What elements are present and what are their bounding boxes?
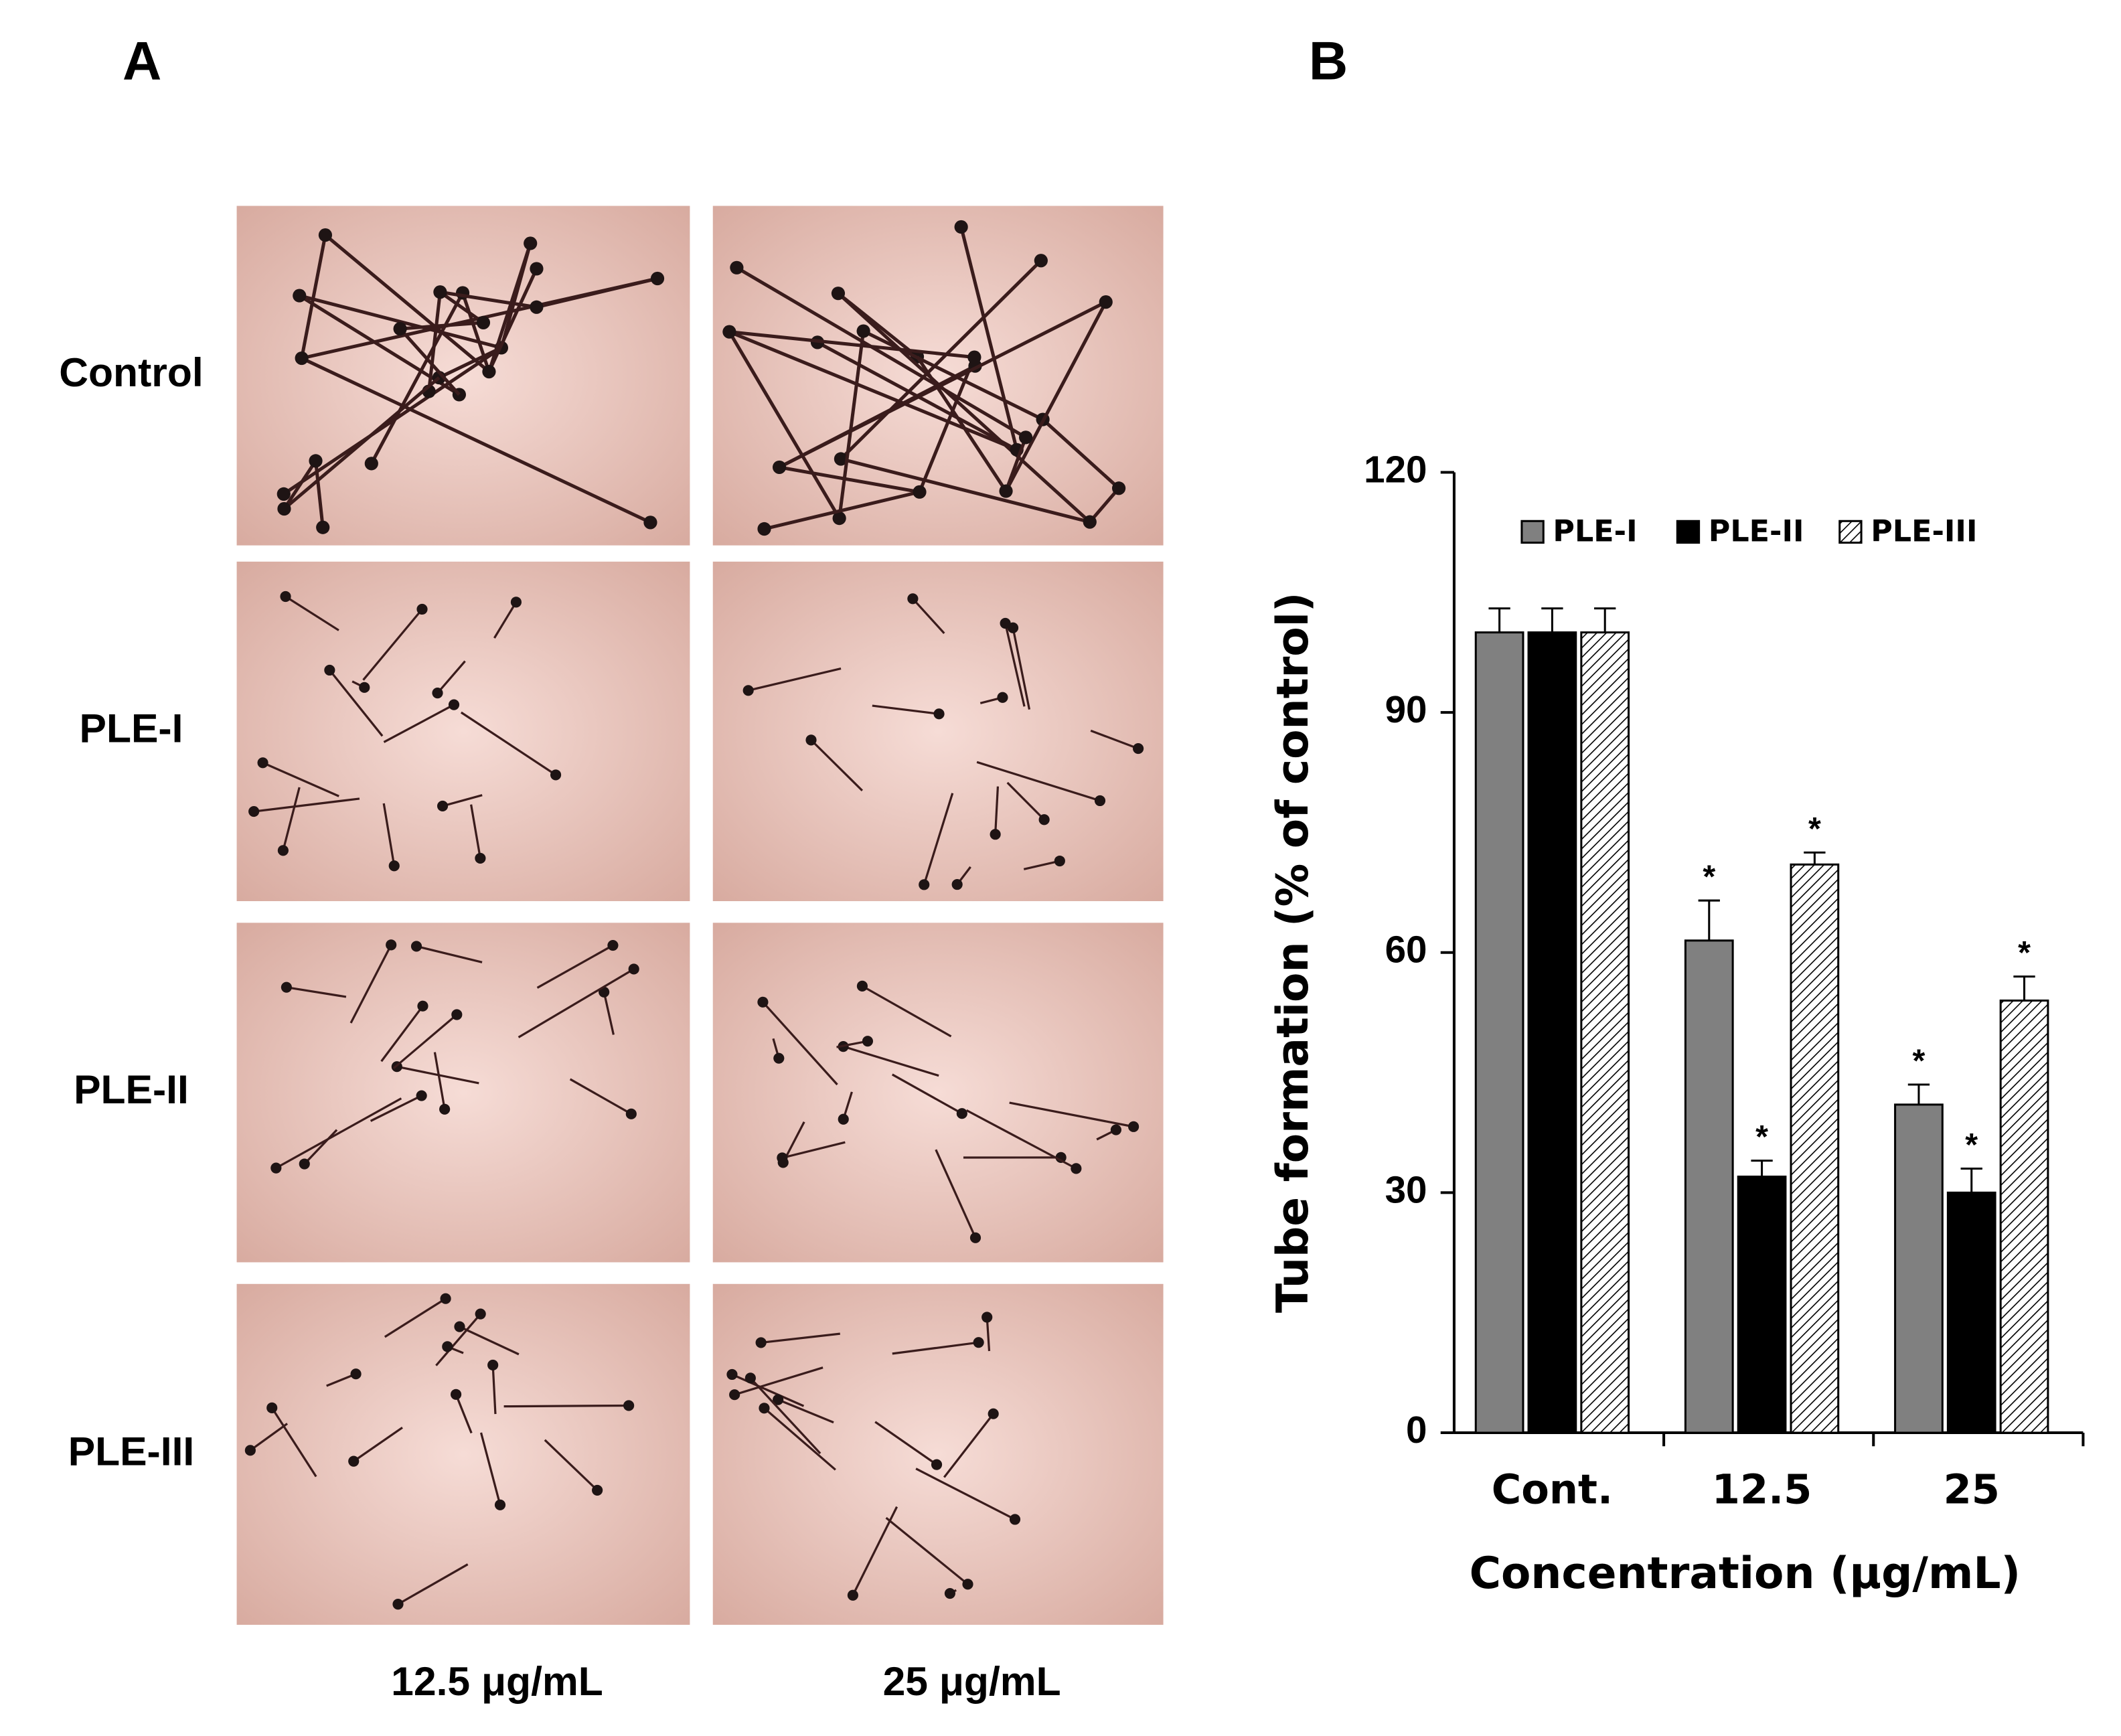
micrograph xyxy=(236,561,690,901)
panel-label: A xyxy=(123,31,161,92)
bar xyxy=(1894,1103,1944,1434)
error-bar xyxy=(2013,975,2035,1001)
significance-marker: * xyxy=(1703,859,1715,895)
micrograph xyxy=(712,923,1164,1263)
micrograph xyxy=(236,206,690,546)
legend-label: PLE-III xyxy=(1871,514,1977,548)
bar xyxy=(1737,1175,1787,1434)
bar-chart: Concentration (μg/mL) Tube formation (% … xyxy=(1268,448,2085,1599)
micrograph xyxy=(236,1283,690,1625)
y-tick-label: 120 xyxy=(1364,448,1427,490)
row-label: Control xyxy=(59,349,203,395)
significance-marker: * xyxy=(1965,1127,1978,1163)
bar xyxy=(1946,1191,1996,1434)
legend-label: PLE-I xyxy=(1553,514,1637,548)
legend-swatch xyxy=(1838,520,1863,544)
legend-swatch xyxy=(1676,520,1701,544)
error-bar xyxy=(1804,851,1826,865)
error-bar xyxy=(1488,607,1510,633)
y-tick-label: 60 xyxy=(1385,929,1427,971)
micrograph xyxy=(236,923,690,1263)
bar xyxy=(1527,631,1577,1434)
panel-label: B xyxy=(1309,31,1348,92)
bar xyxy=(1474,631,1524,1434)
error-bar xyxy=(1907,1083,1930,1105)
y-tick-label: 90 xyxy=(1385,688,1427,730)
column-label: 25 μg/mL xyxy=(883,1658,1061,1704)
micrograph xyxy=(712,561,1164,901)
significance-marker: * xyxy=(1913,1043,1926,1079)
y-tick-label: 0 xyxy=(1406,1409,1427,1451)
legend-label: PLE-II xyxy=(1709,514,1804,548)
micrograph xyxy=(712,1283,1164,1625)
error-bar xyxy=(1594,607,1616,633)
error-bar xyxy=(1541,607,1563,633)
significance-marker: * xyxy=(1755,1119,1768,1155)
column-label: 12.5 μg/mL xyxy=(391,1658,603,1704)
bar xyxy=(1580,631,1630,1434)
legend-swatch xyxy=(1520,520,1545,544)
micrograph xyxy=(712,206,1164,546)
bar xyxy=(1999,999,2049,1434)
x-tick-label: 25 xyxy=(1944,1467,2000,1514)
x-axis-title: Concentration (μg/mL) xyxy=(1470,1549,2021,1599)
error-bar xyxy=(1960,1168,1982,1193)
y-axis-title: Tube formation (% of control) xyxy=(1268,593,1318,1313)
bar xyxy=(1684,939,1734,1434)
row-label: PLE-III xyxy=(68,1428,195,1474)
x-tick-label: 12.5 xyxy=(1712,1467,1812,1514)
micrograph-grid: Control PLE-I PLE-II PLE-III 12.5 μg/mL 25 μg… xyxy=(59,206,1164,1704)
row-label: PLE-II xyxy=(74,1067,189,1112)
error-bar xyxy=(1751,1160,1773,1177)
significance-marker: * xyxy=(2018,935,2031,971)
y-tick-label: 30 xyxy=(1385,1168,1427,1210)
x-tick-label: Cont. xyxy=(1492,1467,1613,1514)
significance-marker: * xyxy=(1808,811,1821,847)
error-bar xyxy=(1698,899,1720,941)
row-label: PLE-I xyxy=(80,705,183,751)
bar xyxy=(1790,863,1840,1434)
